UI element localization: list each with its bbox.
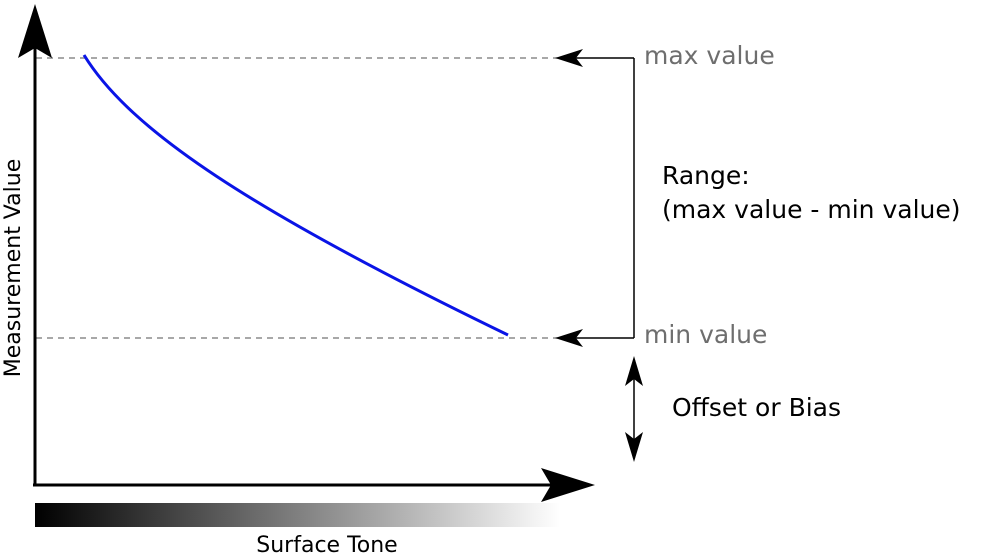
y-axis-label: Measurement Value bbox=[1, 159, 26, 377]
x-axis bbox=[33, 468, 595, 502]
measurement-curve bbox=[82, 54, 509, 337]
range-formula: (max value - min value) bbox=[662, 195, 961, 224]
x-axis-label: Surface Tone bbox=[256, 533, 397, 553]
y-axis bbox=[18, 4, 52, 486]
surface-tone-gradient bbox=[35, 503, 560, 527]
offset-double-arrow bbox=[625, 356, 643, 462]
min-arrowhead bbox=[555, 329, 583, 347]
max-arrowhead bbox=[555, 49, 583, 67]
offset-bias-label: Offset or Bias bbox=[672, 393, 841, 422]
range-bracket bbox=[555, 49, 635, 347]
y-axis-arrowhead bbox=[18, 4, 52, 58]
max-value-label: max value bbox=[644, 41, 775, 70]
x-axis-arrowhead bbox=[541, 468, 595, 502]
min-value-label: min value bbox=[644, 320, 767, 349]
range-title: Range: bbox=[662, 161, 750, 190]
